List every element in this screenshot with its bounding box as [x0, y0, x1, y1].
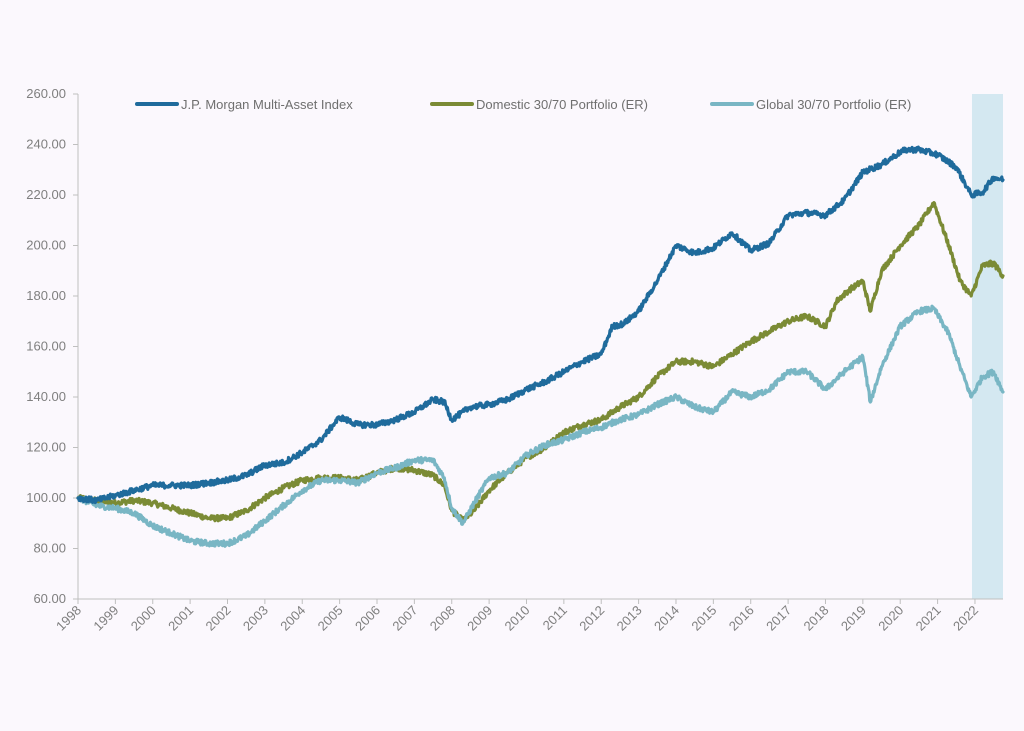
x-tick-label: 2011	[540, 603, 570, 633]
series-line-2	[76, 304, 1005, 548]
y-tick-label: 240.00	[26, 137, 66, 152]
series-line-0	[76, 145, 1005, 505]
shaded-region	[971, 94, 1003, 599]
y-tick-label: 200.00	[26, 238, 66, 253]
x-tick-label: 2019	[838, 603, 869, 634]
y-tick-label: 180.00	[26, 288, 66, 303]
x-tick-label: 2009	[464, 603, 495, 634]
x-tick-label: 2021	[913, 603, 944, 634]
x-tick-label: 2007	[389, 603, 420, 634]
x-tick-label: 2012	[576, 603, 607, 634]
x-tick-label: 2002	[203, 603, 234, 634]
x-tick-label: 2015	[688, 603, 719, 634]
y-tick-label: 60.00	[33, 591, 66, 606]
y-tick-label: 220.00	[26, 187, 66, 202]
x-tick-label: 2022	[950, 603, 981, 634]
x-tick-label: 2005	[315, 603, 346, 634]
x-tick-label: 2013	[614, 603, 645, 634]
y-tick-label: 80.00	[33, 541, 66, 556]
legend-label-1: Domestic 30/70 Portfolio (ER)	[476, 97, 648, 112]
series-line-1	[76, 201, 1005, 525]
y-tick-label: 140.00	[26, 389, 66, 404]
x-tick-label: 2014	[651, 603, 682, 634]
x-tick-label: 1999	[90, 603, 121, 634]
x-tick-label: 2008	[427, 603, 458, 634]
x-tick-label: 2017	[763, 603, 794, 634]
legend-label-2: Global 30/70 Portfolio (ER)	[756, 97, 911, 112]
x-tick-label: 2001	[165, 603, 196, 634]
x-tick-label: 2004	[277, 603, 308, 634]
y-tick-label: 160.00	[26, 339, 66, 354]
x-tick-label: 2006	[352, 603, 383, 634]
x-tick-label: 2020	[875, 603, 906, 634]
x-tick-label: 2003	[240, 603, 271, 634]
legend-label-0: J.P. Morgan Multi-Asset Index	[181, 97, 353, 112]
x-tick-label: 1998	[53, 603, 84, 634]
y-tick-label: 120.00	[26, 440, 66, 455]
y-tick-label: 100.00	[26, 490, 66, 505]
x-tick-label: 2016	[726, 603, 757, 634]
y-tick-label: 260.00	[26, 86, 66, 101]
x-tick-label: 2010	[502, 603, 533, 634]
x-tick-label: 2018	[801, 603, 832, 634]
x-tick-label: 2000	[128, 603, 159, 634]
